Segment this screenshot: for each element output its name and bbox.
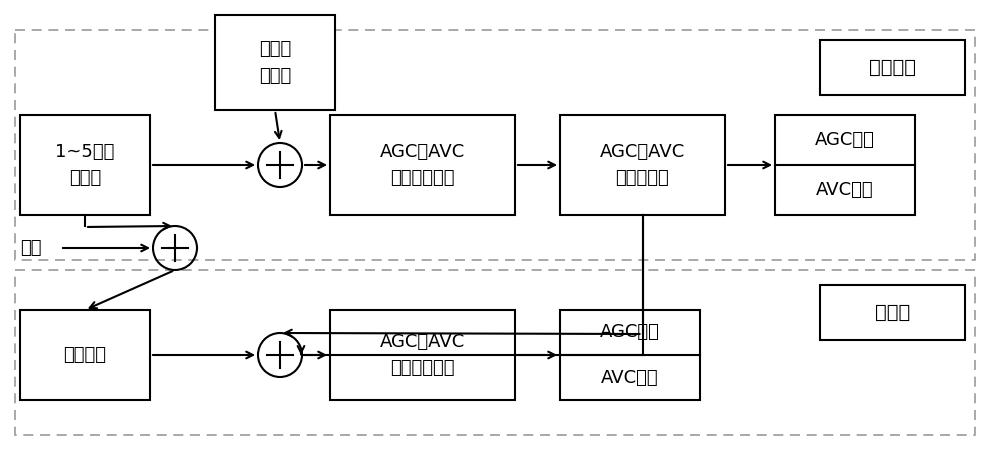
Text: 联络线
计划值: 联络线 计划值 [259, 40, 291, 85]
Bar [330, 310, 515, 400]
Text: AGC与AVC
协调优化控制: AGC与AVC 协调优化控制 [380, 143, 465, 187]
Bar [20, 310, 150, 400]
Text: 扰动: 扰动 [20, 239, 42, 257]
Text: 实时系统: 实时系统 [64, 346, 106, 364]
Text: AGC指令: AGC指令 [815, 131, 875, 149]
Bar [20, 115, 150, 215]
Bar [560, 310, 700, 400]
Bar [560, 115, 725, 215]
Bar [330, 115, 515, 215]
Text: AGC与AVC
功率基准值: AGC与AVC 功率基准值 [600, 143, 685, 187]
Text: 分钟层级: 分钟层级 [869, 58, 916, 77]
Text: 1~5分钟
前系统: 1~5分钟 前系统 [55, 143, 115, 187]
Text: 秒层级: 秒层级 [875, 303, 910, 322]
Bar [820, 285, 965, 340]
Bar [215, 15, 335, 110]
Bar [15, 270, 975, 435]
Text: AGC指令: AGC指令 [600, 324, 660, 342]
Bar [820, 40, 965, 95]
Text: AVC指令: AVC指令 [601, 369, 659, 387]
Text: AVC指令: AVC指令 [816, 181, 874, 199]
Text: AGC与AVC
协调校正控制: AGC与AVC 协调校正控制 [380, 333, 465, 377]
Bar [15, 30, 975, 260]
Bar [775, 115, 915, 215]
